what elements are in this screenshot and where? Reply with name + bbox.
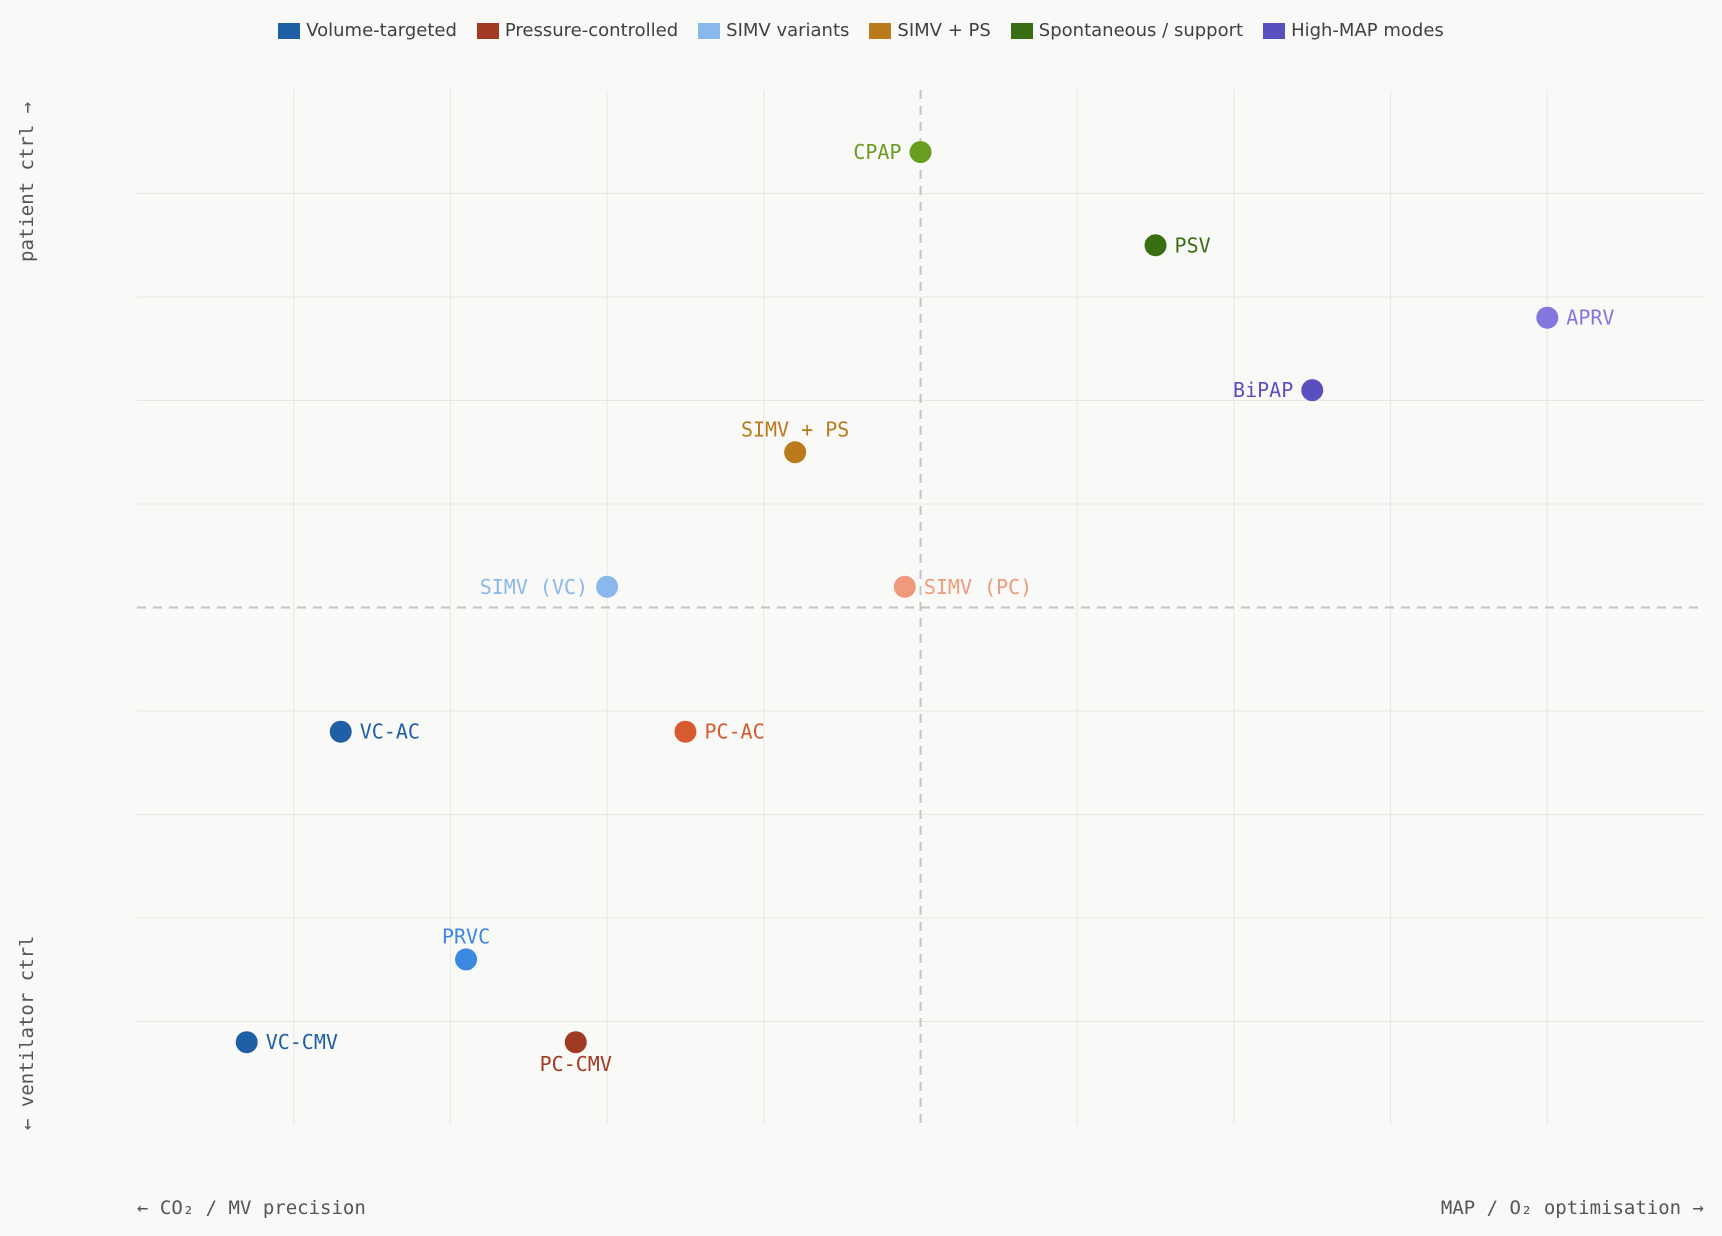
chart-legend: Volume-targeted Pressure-controlled SIMV v…: [0, 20, 1722, 41]
data-point: [564, 1031, 587, 1054]
y-axis-top-label: patient ctrl →: [16, 101, 38, 262]
legend-swatch: [869, 22, 892, 39]
legend-item: SIMV + PS: [869, 20, 991, 41]
legend-swatch: [1010, 22, 1033, 39]
point-label: VC-CMV: [266, 1030, 338, 1054]
point-label: SIMV (VC): [480, 575, 588, 599]
y-axis-bottom-label: ← ventilator ctrl: [16, 935, 38, 1130]
x-axis-right-label: MAP / O₂ optimisation →: [1440, 1197, 1704, 1219]
legend-label: SIMV + PS: [897, 20, 991, 41]
data-point: [235, 1031, 258, 1054]
data-point: [1144, 234, 1167, 257]
legend-label: Spontaneous / support: [1038, 20, 1244, 41]
data-point: [909, 141, 932, 164]
legend-label: Pressure-controlled: [504, 20, 679, 41]
point-label: PSV: [1175, 233, 1211, 257]
point-label: SIMV + PS: [741, 417, 849, 441]
x-axis-left-label: ← CO₂ / MV precision: [137, 1197, 366, 1219]
legend-item: Pressure-controlled: [476, 20, 679, 41]
point-label: SIMV (PC): [924, 575, 1032, 599]
point-label: CPAP: [853, 140, 901, 164]
point-label: PC-AC: [704, 720, 764, 744]
legend-item: High-MAP modes: [1263, 20, 1444, 41]
legend-swatch: [278, 22, 301, 39]
legend-label: SIMV variants: [726, 20, 850, 41]
data-point: [893, 575, 916, 598]
point-label: APRV: [1566, 306, 1614, 330]
point-label: PC-CMV: [540, 1052, 612, 1076]
legend-label: High-MAP modes: [1291, 20, 1444, 41]
data-point: [674, 720, 697, 743]
data-point: [329, 720, 352, 743]
point-label: VC-AC: [360, 720, 420, 744]
legend-label: Volume-targeted: [306, 20, 457, 41]
legend-swatch: [1263, 22, 1286, 39]
point-label: PRVC: [442, 924, 490, 948]
legend-item: SIMV variants: [698, 20, 849, 41]
data-point: [455, 948, 478, 971]
data-point: [784, 441, 807, 464]
legend-item: Volume-targeted: [278, 20, 457, 41]
legend-swatch: [476, 22, 499, 39]
legend-swatch: [698, 22, 721, 39]
data-point: [596, 575, 619, 598]
data-point: [1536, 306, 1559, 329]
point-label: BiPAP: [1233, 378, 1293, 402]
data-point: [1301, 379, 1324, 402]
legend-item: Spontaneous / support: [1010, 20, 1244, 41]
